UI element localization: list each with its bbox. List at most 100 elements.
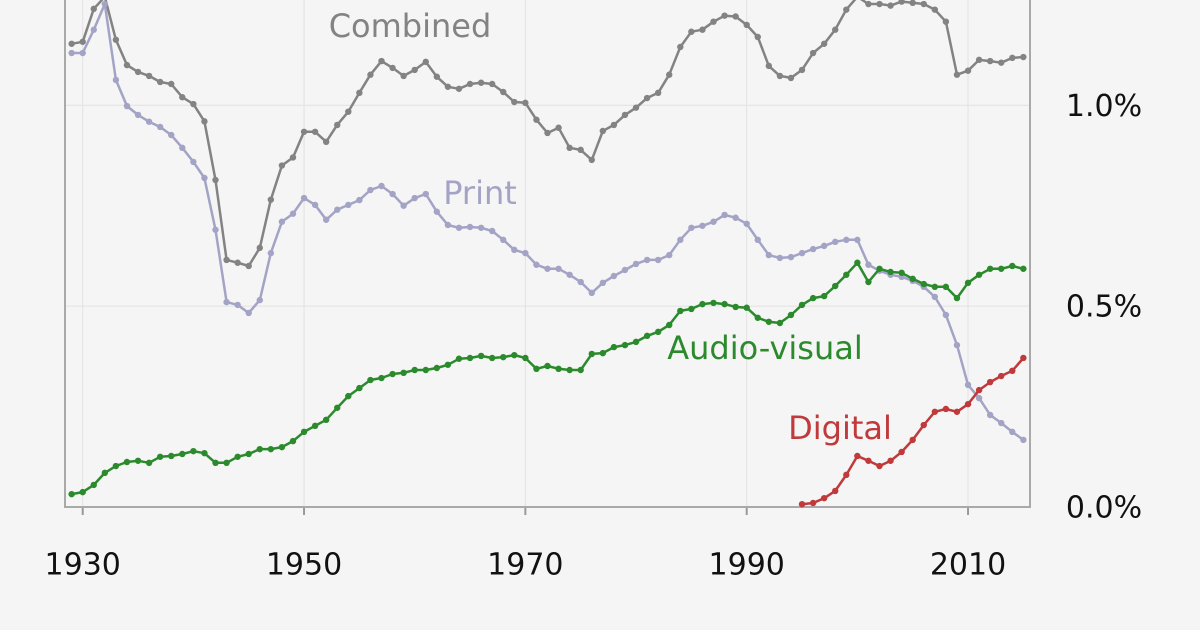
data-point [134, 111, 142, 119]
data-point [754, 33, 761, 41]
data-point [677, 307, 684, 315]
data-point [743, 220, 750, 227]
data-point [975, 56, 983, 64]
data-point [732, 13, 739, 20]
data-point [942, 18, 950, 25]
data-point [90, 26, 97, 33]
x-tick-label: 2010 [930, 548, 1006, 583]
data-point [367, 376, 374, 384]
data-point [677, 43, 684, 51]
data-point [820, 292, 828, 300]
data-point [577, 366, 584, 374]
x-tick-label: 1970 [487, 548, 563, 583]
data-point [511, 98, 518, 106]
data-point [887, 457, 894, 464]
data-point [433, 73, 441, 80]
data-point [79, 38, 86, 45]
data-point [234, 259, 241, 266]
data-point [168, 452, 175, 460]
data-point [411, 194, 418, 202]
data-point [223, 256, 230, 264]
data-point [632, 338, 640, 346]
data-point [245, 309, 252, 317]
data-point [444, 83, 452, 90]
data-point [920, 280, 927, 288]
series-label: Combined [329, 7, 492, 45]
data-point [322, 216, 330, 223]
data-point [212, 459, 219, 467]
x-tick-label: 1990 [709, 548, 785, 583]
data-point [599, 349, 607, 357]
data-point [942, 283, 950, 291]
data-point [267, 445, 275, 453]
data-point [345, 108, 352, 115]
data-point [79, 49, 86, 57]
series [68, 259, 1027, 498]
data-point [765, 251, 773, 259]
data-point [566, 271, 573, 278]
data-point [212, 176, 219, 184]
data-point [798, 500, 806, 508]
data-point [389, 370, 396, 378]
data-point [90, 481, 97, 489]
data-point [754, 236, 761, 244]
data-point [389, 190, 396, 198]
data-point [1009, 262, 1016, 270]
data-point [477, 352, 485, 360]
data-point [986, 378, 994, 386]
data-point [289, 210, 297, 217]
data-point [721, 211, 728, 219]
data-point [444, 361, 452, 368]
data-point [156, 123, 164, 131]
data-point [621, 266, 629, 274]
data-point [179, 144, 186, 152]
data-point [832, 487, 839, 495]
data-point [488, 227, 496, 235]
series [798, 354, 1027, 508]
data-point [832, 26, 839, 33]
data-point [466, 354, 474, 362]
data-point [832, 282, 839, 290]
data-point [322, 138, 330, 146]
data-point [455, 85, 463, 92]
data-point [610, 272, 618, 280]
data-point [1020, 265, 1027, 272]
data-point [278, 218, 286, 225]
data-point [1020, 53, 1027, 61]
data-point [577, 146, 584, 154]
data-point [190, 158, 197, 166]
data-point [732, 303, 739, 311]
y-tick-label: 1.0% [1066, 89, 1142, 124]
data-point [876, 265, 883, 272]
data-point [267, 249, 275, 257]
data-point [500, 236, 507, 244]
data-point [666, 71, 673, 78]
data-point [488, 354, 496, 362]
data-point [488, 80, 496, 88]
data-point [843, 236, 850, 244]
data-point [809, 245, 817, 253]
data-point [721, 300, 728, 308]
data-point [721, 12, 728, 19]
data-point [688, 305, 695, 313]
data-point [931, 6, 939, 13]
data-point [179, 94, 186, 101]
data-point [256, 244, 263, 252]
data-point [300, 128, 308, 135]
data-point [710, 299, 717, 307]
data-point [710, 218, 717, 225]
data-point [920, 421, 927, 429]
data-point [577, 278, 584, 286]
data-point [588, 289, 595, 297]
data-point [887, 268, 894, 276]
data-point [865, 457, 872, 464]
data-point [964, 400, 972, 408]
data-point [588, 350, 595, 358]
data-point [156, 78, 164, 86]
data-point [688, 28, 695, 35]
data-point [776, 319, 784, 327]
series [68, 0, 1027, 444]
data-point [998, 265, 1005, 272]
data-point [533, 261, 540, 268]
